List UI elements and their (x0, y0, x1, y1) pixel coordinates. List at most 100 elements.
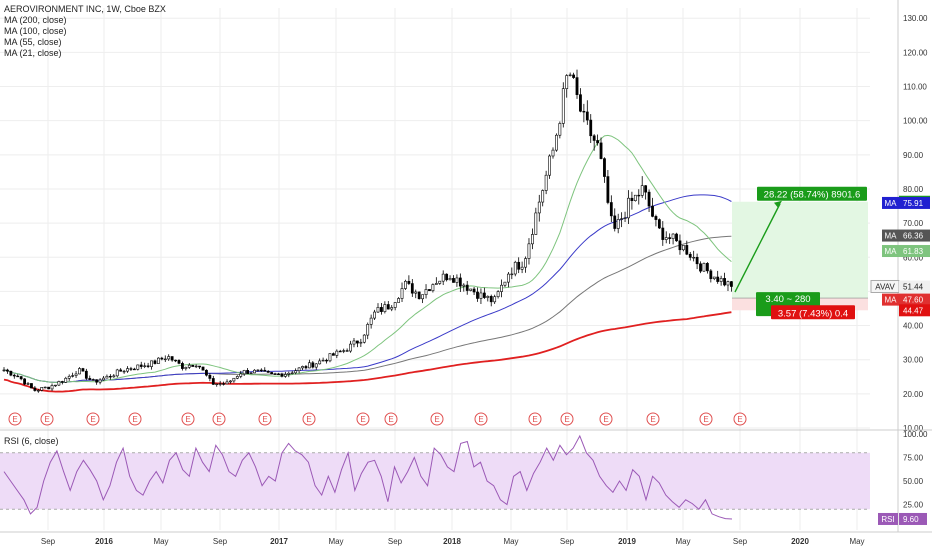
earnings-marker-label: E (703, 415, 708, 424)
chart-legend: AEROVIRONMENT INC, 1W, Cboe BZX MA (200,… (4, 4, 166, 59)
candle-body (150, 360, 153, 367)
candle-body (304, 366, 308, 369)
candle-body (712, 276, 716, 279)
candle-body (225, 381, 229, 385)
candle-body (445, 273, 449, 281)
candle-body (301, 366, 304, 369)
earnings-marker-label: E (44, 415, 49, 424)
candle-body (730, 281, 733, 287)
candle-body (719, 278, 723, 282)
candle-body (81, 368, 85, 372)
candle-body (311, 362, 315, 368)
candle-body (716, 276, 720, 282)
rsi-legend[interactable]: RSI (6, close) (4, 436, 59, 446)
earnings-marker (356, 412, 370, 426)
candle-body (609, 202, 613, 217)
ma-21-legend[interactable]: MA (21, close) (4, 48, 62, 58)
candle-body (417, 291, 421, 300)
candle-body (366, 324, 370, 336)
x-tick-label: May (503, 537, 518, 546)
candle-body (503, 281, 507, 286)
candle-body (575, 77, 579, 95)
candle-body (108, 375, 112, 378)
symbol-title[interactable]: AEROVIRONMENT INC, 1W, Cboe BZX (4, 4, 166, 14)
candle-body (187, 364, 191, 368)
earnings-marker-label: E (216, 415, 221, 424)
candle-body (33, 387, 37, 391)
candle-body (589, 119, 593, 137)
earnings-marker-label: E (90, 415, 95, 424)
candle-body (26, 383, 30, 385)
candle-body (603, 158, 606, 177)
ma-200-legend[interactable]: MA (200, close) (4, 15, 67, 25)
candle-body (537, 201, 541, 214)
candle-body (592, 135, 596, 141)
earnings-marker (646, 412, 660, 426)
candle-body (136, 364, 140, 370)
candle-body (657, 219, 661, 229)
candle-body (205, 369, 208, 376)
candle-body (6, 369, 9, 372)
earnings-marker (699, 412, 713, 426)
candle-body (579, 94, 582, 112)
earnings-marker (474, 412, 488, 426)
rsi-prefix: RSI (881, 515, 894, 524)
candle-body (654, 216, 658, 220)
candle-body (235, 376, 239, 379)
earnings-marker-label: E (603, 415, 608, 424)
y-tick-label: 70.00 (903, 219, 924, 228)
candle-body (383, 304, 387, 312)
candle-body (431, 284, 435, 292)
y-tick-label: 80.00 (903, 185, 924, 194)
price-label-prefix-bg (882, 229, 899, 242)
position-target-label-bg (757, 186, 867, 201)
rsi-line (3, 434, 733, 520)
candle-body (476, 291, 479, 299)
candle-body (314, 363, 318, 368)
earnings-marker (181, 412, 195, 426)
candle-body (40, 387, 44, 391)
y-tick-label: 110.00 (903, 83, 927, 92)
candle-body (297, 367, 301, 372)
candle-body (67, 375, 71, 379)
earnings-marker (560, 412, 574, 426)
candle-body (153, 360, 157, 364)
y-tick-label: 10.00 (903, 424, 924, 433)
ma-55-legend[interactable]: MA (55, close) (4, 37, 62, 47)
candle-body (407, 280, 411, 284)
candle-body (294, 370, 298, 374)
earnings-marker (40, 412, 54, 426)
candle-body (438, 280, 442, 284)
rsi-prefix-bg (878, 512, 898, 525)
candle-body (448, 278, 452, 281)
candle-body (331, 353, 335, 356)
candle-body (88, 378, 92, 380)
candle-body (146, 365, 150, 367)
ma-100-legend[interactable]: MA (100, close) (4, 26, 67, 36)
price-label-prefix-bg (882, 196, 899, 209)
candle-body (177, 360, 181, 364)
candle-body (321, 359, 325, 362)
candle-body (685, 245, 689, 255)
price-label-bg (899, 304, 930, 317)
candle-body (640, 185, 644, 196)
candle-body (36, 390, 40, 392)
candle-body (163, 358, 167, 361)
earnings-marker (212, 412, 226, 426)
ma-55-line (3, 194, 732, 383)
candle-body (280, 373, 284, 377)
candle-body (510, 273, 514, 276)
candle-body (534, 212, 538, 235)
candle-body (558, 123, 562, 136)
candle-body (64, 377, 68, 383)
ma-100-line (3, 235, 732, 383)
earnings-marker-label: E (532, 415, 537, 424)
candle-body (596, 140, 599, 144)
candle-body (218, 383, 222, 385)
candle-body (266, 370, 270, 373)
earnings-marker-label: E (262, 415, 267, 424)
candle-body (19, 376, 23, 380)
candle-body (122, 370, 126, 373)
candle-body (139, 364, 143, 367)
candle-body (277, 373, 280, 376)
